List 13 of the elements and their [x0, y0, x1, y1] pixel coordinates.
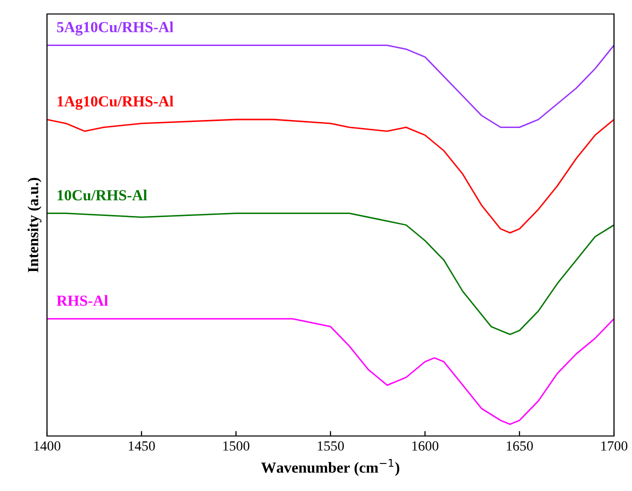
- x-tick-label: 1650: [506, 441, 533, 451]
- x-tick-label: 1700: [601, 441, 628, 451]
- series-label: 5Ag10Cu/RHS-Al: [57, 22, 174, 36]
- x-tick-label: 1600: [412, 441, 438, 451]
- series-label: 10Cu/RHS-Al: [58, 190, 148, 200]
- x-axis-title: Wavenumber (cm$^{−1}$): [261, 459, 400, 476]
- x-tick-label: 1450: [128, 441, 155, 451]
- x-tick-label: 1400: [34, 441, 60, 451]
- x-tick-label: 1500: [223, 441, 250, 451]
- series-label: 1Ag10Cu/RHS-Al: [58, 96, 174, 110]
- x-tick-label: 1550: [318, 441, 344, 451]
- y-axis-title: Intensity (a.u.): [28, 178, 42, 272]
- series-label: RHS-Al: [56, 295, 108, 306]
